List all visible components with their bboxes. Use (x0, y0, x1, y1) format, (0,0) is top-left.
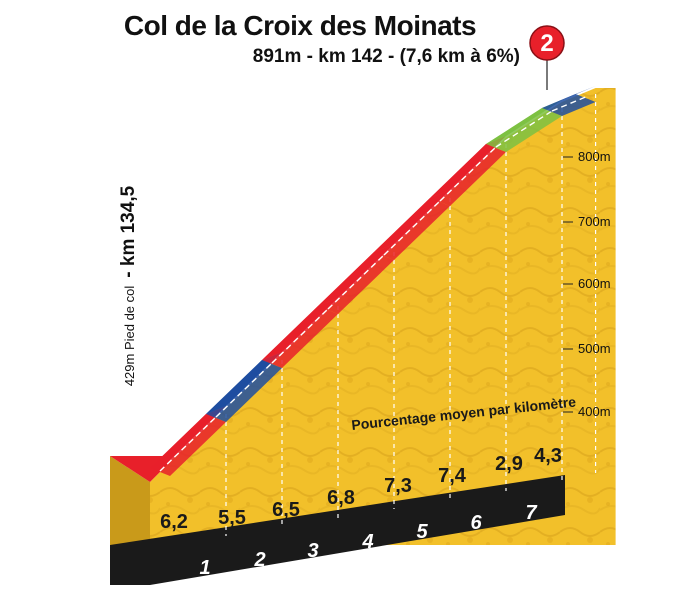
km-gridlines (225, 94, 597, 536)
percent-label-km-3: 6,5 (272, 499, 300, 521)
km-label-5: 5 (416, 521, 428, 543)
band-centerline (327, 254, 385, 310)
elevation-tick-label: 700m (578, 214, 611, 229)
band-face-km-4 (318, 252, 394, 314)
elevation-tick-label: 800m (578, 149, 611, 164)
col-title: Col de la Croix des Moinats (123, 10, 477, 41)
km-label-7: 7 (525, 502, 537, 524)
band-centerline (215, 362, 273, 418)
band-centerline (495, 110, 553, 148)
percent-label-km-1: 6,2 (160, 511, 188, 533)
badge-number: 2 (540, 30, 553, 57)
badge-circle (529, 25, 565, 61)
band-face-km-3 (262, 306, 338, 368)
band-face-km-5 (374, 198, 450, 260)
band-centerline (383, 200, 441, 256)
percent-label-km-5: 7,3 (384, 475, 412, 497)
km-label-6: 6 (470, 512, 482, 534)
band-centerline (271, 308, 329, 364)
percent-label-km-6: 7,4 (438, 465, 467, 487)
elevation-tick-label: 600m (578, 276, 611, 291)
percent-labels: 6,2 5,5 6,5 6,8 7,3 7,4 2,9 4,3 (160, 445, 562, 533)
band-centerline (159, 416, 217, 472)
percent-label-km-4: 6,8 (327, 487, 355, 509)
foot-elevation-label: 429m Pied de col (122, 285, 137, 387)
foot-of-climb-label: 429m Pied de col - km 134,5 (118, 186, 140, 386)
foot-km-label: - km 134,5 (118, 185, 139, 278)
terrain-surface (150, 88, 616, 545)
km-label-3: 3 (307, 540, 318, 562)
km-label-2: 2 (253, 549, 265, 571)
elevation-tick-label: 400m (578, 404, 611, 419)
band-face-km-2 (206, 360, 282, 422)
terrain-area (110, 88, 616, 585)
km-axis: 1 2 3 4 5 6 7 (199, 502, 537, 579)
band-centerline (439, 146, 497, 202)
category-badge: 2 (529, 25, 565, 61)
band-centerline (551, 96, 586, 112)
band-face-km-7.6 (542, 94, 596, 116)
percent-label-km-7.6: 4,3 (534, 445, 562, 467)
base-strip (110, 475, 565, 585)
band-face-km-6 (430, 144, 506, 206)
elevation-axis: 800m 700m 600m 500m 400m (563, 149, 611, 419)
percent-label-km-7: 2,9 (495, 453, 523, 475)
km-label-4: 4 (361, 531, 373, 553)
band-side (110, 456, 170, 482)
terrain-side (110, 456, 150, 545)
elevation-tick-label: 500m (578, 341, 611, 356)
band-face-km-1 (150, 414, 226, 476)
gradient-band (110, 60, 596, 482)
col-subtitle: 891m - km 142 - (7,6 km à 6%) (252, 46, 520, 67)
km-label-1: 1 (199, 557, 210, 579)
percent-label-km-2: 5,5 (218, 507, 246, 529)
